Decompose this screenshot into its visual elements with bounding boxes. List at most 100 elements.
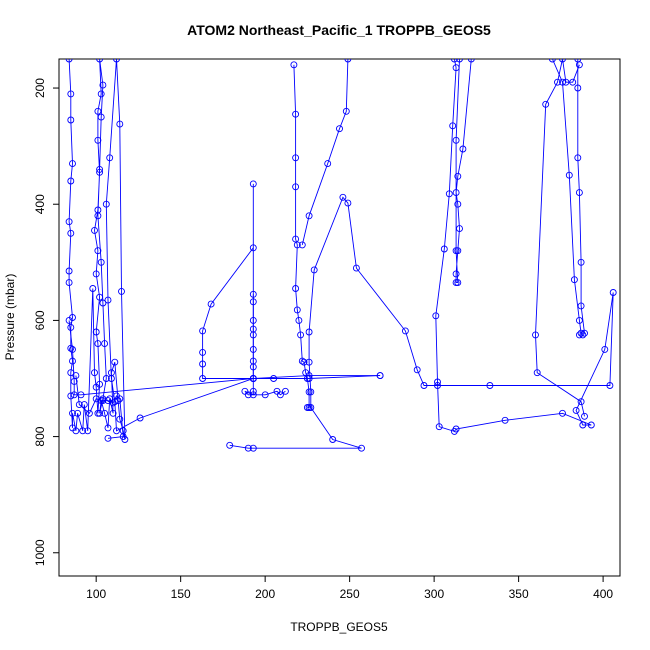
data-point (118, 287, 125, 295)
data-point (249, 375, 257, 382)
data-point (574, 84, 582, 92)
data-point (101, 340, 109, 348)
data-point (295, 316, 303, 324)
chart-title: ATOM2 Northeast_Pacific_1 TROPPB_GEOS5 (187, 22, 491, 38)
data-point (456, 225, 463, 233)
data-point (136, 414, 144, 422)
data-point (92, 395, 100, 403)
data-point (99, 81, 107, 89)
data-point (84, 427, 92, 435)
data-point (102, 375, 110, 382)
data-point (454, 279, 462, 287)
data-point (65, 279, 73, 287)
data-point (310, 266, 318, 274)
data-point (99, 299, 107, 307)
data-point (199, 348, 207, 356)
data-point (420, 382, 428, 389)
data-point (249, 387, 257, 395)
data-point (486, 382, 494, 389)
data-point (96, 165, 104, 173)
y-tick-label: 800 (33, 426, 47, 446)
data-point (601, 345, 609, 353)
data-point (94, 107, 102, 115)
data-point (226, 441, 234, 449)
series-10 (575, 331, 587, 339)
data-point (96, 380, 104, 388)
data-point (244, 444, 252, 452)
data-point (261, 391, 269, 399)
data-point (579, 421, 587, 429)
series-0 (65, 59, 384, 443)
data-point (339, 193, 347, 201)
x-tick-label: 300 (424, 587, 444, 601)
data-point (292, 285, 300, 292)
data-point (96, 59, 104, 63)
data-point (542, 100, 550, 108)
data-point (249, 290, 257, 298)
plot-content (65, 59, 617, 452)
series-1 (72, 372, 127, 442)
data-point (456, 59, 463, 63)
data-point (452, 189, 460, 197)
data-point (77, 391, 85, 399)
series-line (455, 59, 472, 284)
data-point (501, 416, 509, 424)
data-point (577, 258, 585, 266)
data-point (298, 357, 306, 365)
data-point (116, 120, 124, 128)
data-point (452, 270, 460, 278)
data-point (276, 391, 284, 399)
data-point (65, 267, 73, 275)
y-tick-label: 400 (33, 194, 47, 214)
data-point (67, 229, 75, 237)
data-point (72, 427, 80, 435)
data-point (109, 399, 117, 407)
data-point (92, 270, 100, 278)
data-point (199, 327, 207, 335)
data-point (94, 340, 102, 348)
data-point (199, 375, 207, 382)
data-point (606, 382, 614, 389)
data-point (199, 360, 207, 368)
data-point (459, 145, 467, 153)
data-point (575, 316, 583, 324)
data-point (69, 160, 76, 168)
series-7 (298, 59, 352, 249)
y-tick-label: 200 (33, 78, 47, 98)
data-point (293, 306, 301, 314)
data-point (413, 366, 421, 374)
data-point (467, 59, 475, 63)
data-point (116, 395, 124, 403)
data-point (303, 404, 311, 411)
data-point (65, 59, 73, 63)
data-point (249, 331, 257, 339)
data-point (300, 358, 308, 366)
series-line (68, 183, 381, 396)
data-point (577, 302, 585, 310)
data-point (565, 171, 573, 179)
x-axis: 100 150 200 250 300 350 400 (86, 576, 613, 601)
data-point (577, 329, 585, 337)
y-axis-label: Pressure (mbar) (3, 274, 17, 361)
data-point (99, 397, 107, 405)
data-point (270, 375, 278, 382)
data-point (579, 331, 587, 339)
data-point (570, 276, 578, 284)
data-point (293, 241, 301, 249)
x-tick-label: 150 (171, 587, 191, 601)
data-point (445, 190, 453, 198)
data-point (97, 113, 105, 121)
data-point (70, 377, 78, 385)
data-point (70, 391, 78, 399)
data-point (432, 312, 440, 320)
data-point (305, 358, 313, 366)
data-point (559, 409, 566, 417)
data-point (80, 401, 88, 409)
data-point (69, 345, 76, 353)
data-point (96, 293, 104, 301)
data-point (94, 247, 102, 255)
data-point (292, 154, 300, 162)
data-point (109, 409, 117, 417)
data-point (401, 327, 409, 335)
data-point (440, 245, 448, 253)
